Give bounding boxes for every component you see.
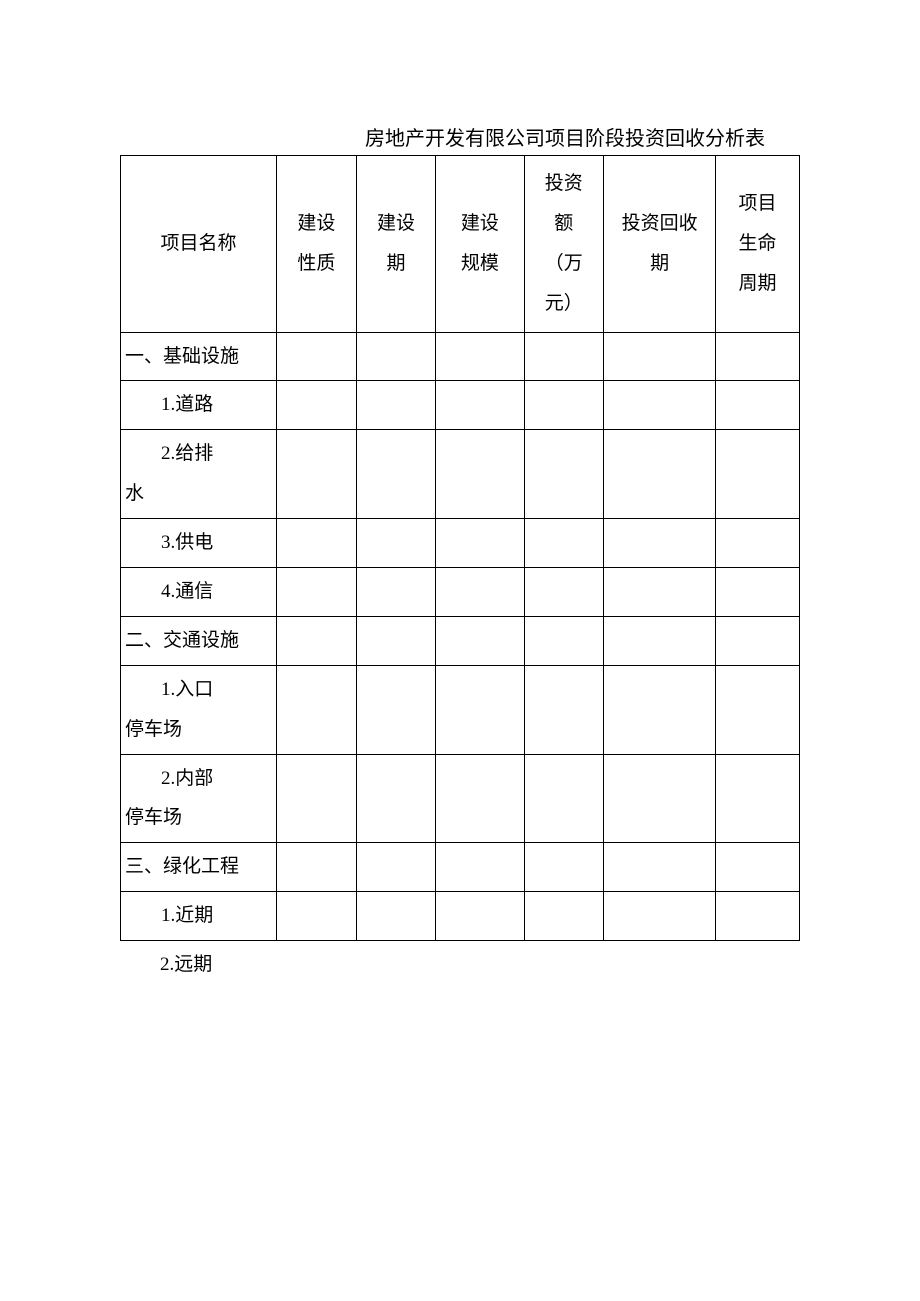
cell: [356, 568, 436, 617]
cell: [436, 332, 524, 381]
cell: [716, 519, 800, 568]
row-label: 一、基础设施: [121, 332, 277, 381]
cell: [436, 754, 524, 843]
row-label: 1.入口 停车场: [121, 665, 277, 754]
cell: [436, 519, 524, 568]
cell: [604, 616, 716, 665]
cell: [277, 430, 357, 519]
row-label-line1: 1.入口: [121, 670, 272, 710]
cell: [716, 430, 800, 519]
cell: [277, 892, 357, 941]
cell: [716, 843, 800, 892]
cell: [356, 332, 436, 381]
table-row: 3.供电: [121, 519, 800, 568]
cell: [604, 332, 716, 381]
document-title: 房地产开发有限公司项目阶段投资回收分析表: [150, 122, 800, 151]
cell: [356, 519, 436, 568]
cell: [277, 568, 357, 617]
cell: [356, 381, 436, 430]
row-label-line2: 停车场: [121, 798, 272, 838]
row-label-line2: 停车场: [121, 710, 272, 750]
cell: [716, 616, 800, 665]
row-label-line1: 2.给排: [121, 434, 272, 474]
col-header-payback: 投资回收期: [604, 156, 716, 333]
cell: [524, 332, 604, 381]
cell: [436, 430, 524, 519]
cell: [277, 381, 357, 430]
row-label: 2.内部 停车场: [121, 754, 277, 843]
table-container: 项目名称 建设性质 建设期 建设规模 投资额（万元） 投资回收期 项目生命周期 …: [120, 155, 800, 941]
cell: [604, 843, 716, 892]
table-row: 二、交通设施: [121, 616, 800, 665]
cell: [524, 754, 604, 843]
cell: [524, 665, 604, 754]
table-row: 2.内部 停车场: [121, 754, 800, 843]
cell: [524, 519, 604, 568]
row-label-line1: 2.内部: [121, 759, 272, 799]
cell: [356, 843, 436, 892]
cell: [716, 568, 800, 617]
row-label: 3.供电: [121, 519, 277, 568]
row-label-line2: 水: [121, 474, 272, 514]
cell: [356, 665, 436, 754]
cell: [604, 568, 716, 617]
cell: [356, 754, 436, 843]
analysis-table: 项目名称 建设性质 建设期 建设规模 投资额（万元） 投资回收期 项目生命周期 …: [120, 155, 800, 941]
col-header-name: 项目名称: [121, 156, 277, 333]
table-row: 2.给排 水: [121, 430, 800, 519]
row-label: 1.道路: [121, 381, 277, 430]
col-header-lifecycle: 项目生命周期: [716, 156, 800, 333]
cell: [716, 665, 800, 754]
cell: [277, 519, 357, 568]
cell: [604, 665, 716, 754]
col-header-scale: 建设规模: [436, 156, 524, 333]
cell: [604, 381, 716, 430]
table-row: 1.入口 停车场: [121, 665, 800, 754]
cell: [604, 519, 716, 568]
cell: [277, 665, 357, 754]
col-header-nature: 建设性质: [277, 156, 357, 333]
cell: [436, 568, 524, 617]
table-row: 1.道路: [121, 381, 800, 430]
row-label: 1.近期: [121, 892, 277, 941]
col-header-period: 建设期: [356, 156, 436, 333]
cell: [277, 843, 357, 892]
cell: [716, 332, 800, 381]
cell: [604, 754, 716, 843]
row-label: 二、交通设施: [121, 616, 277, 665]
cell: [524, 892, 604, 941]
cell: [524, 381, 604, 430]
table-row: 4.通信: [121, 568, 800, 617]
col-header-amount: 投资额（万元）: [524, 156, 604, 333]
cell: [524, 843, 604, 892]
cell: [436, 843, 524, 892]
cell: [277, 616, 357, 665]
row-label: 三、绿化工程: [121, 843, 277, 892]
cell: [436, 665, 524, 754]
cell: [436, 892, 524, 941]
cell: [277, 332, 357, 381]
cell: [436, 616, 524, 665]
row-label: 2.给排 水: [121, 430, 277, 519]
cell: [604, 892, 716, 941]
cell: [277, 754, 357, 843]
table-row: 三、绿化工程: [121, 843, 800, 892]
cell: [716, 754, 800, 843]
table-row: 一、基础设施: [121, 332, 800, 381]
cell: [604, 430, 716, 519]
cell: [356, 892, 436, 941]
cell: [524, 616, 604, 665]
cell: [716, 892, 800, 941]
table-row: 1.近期: [121, 892, 800, 941]
header-row: 项目名称 建设性质 建设期 建设规模 投资额（万元） 投资回收期 项目生命周期: [121, 156, 800, 333]
cell: [356, 430, 436, 519]
cell: [716, 381, 800, 430]
footer-text: 2.远期: [160, 949, 920, 976]
cell: [524, 568, 604, 617]
table-body: 一、基础设施 1.道路 2.给排 水: [121, 332, 800, 941]
cell: [524, 430, 604, 519]
row-label: 4.通信: [121, 568, 277, 617]
cell: [356, 616, 436, 665]
cell: [436, 381, 524, 430]
